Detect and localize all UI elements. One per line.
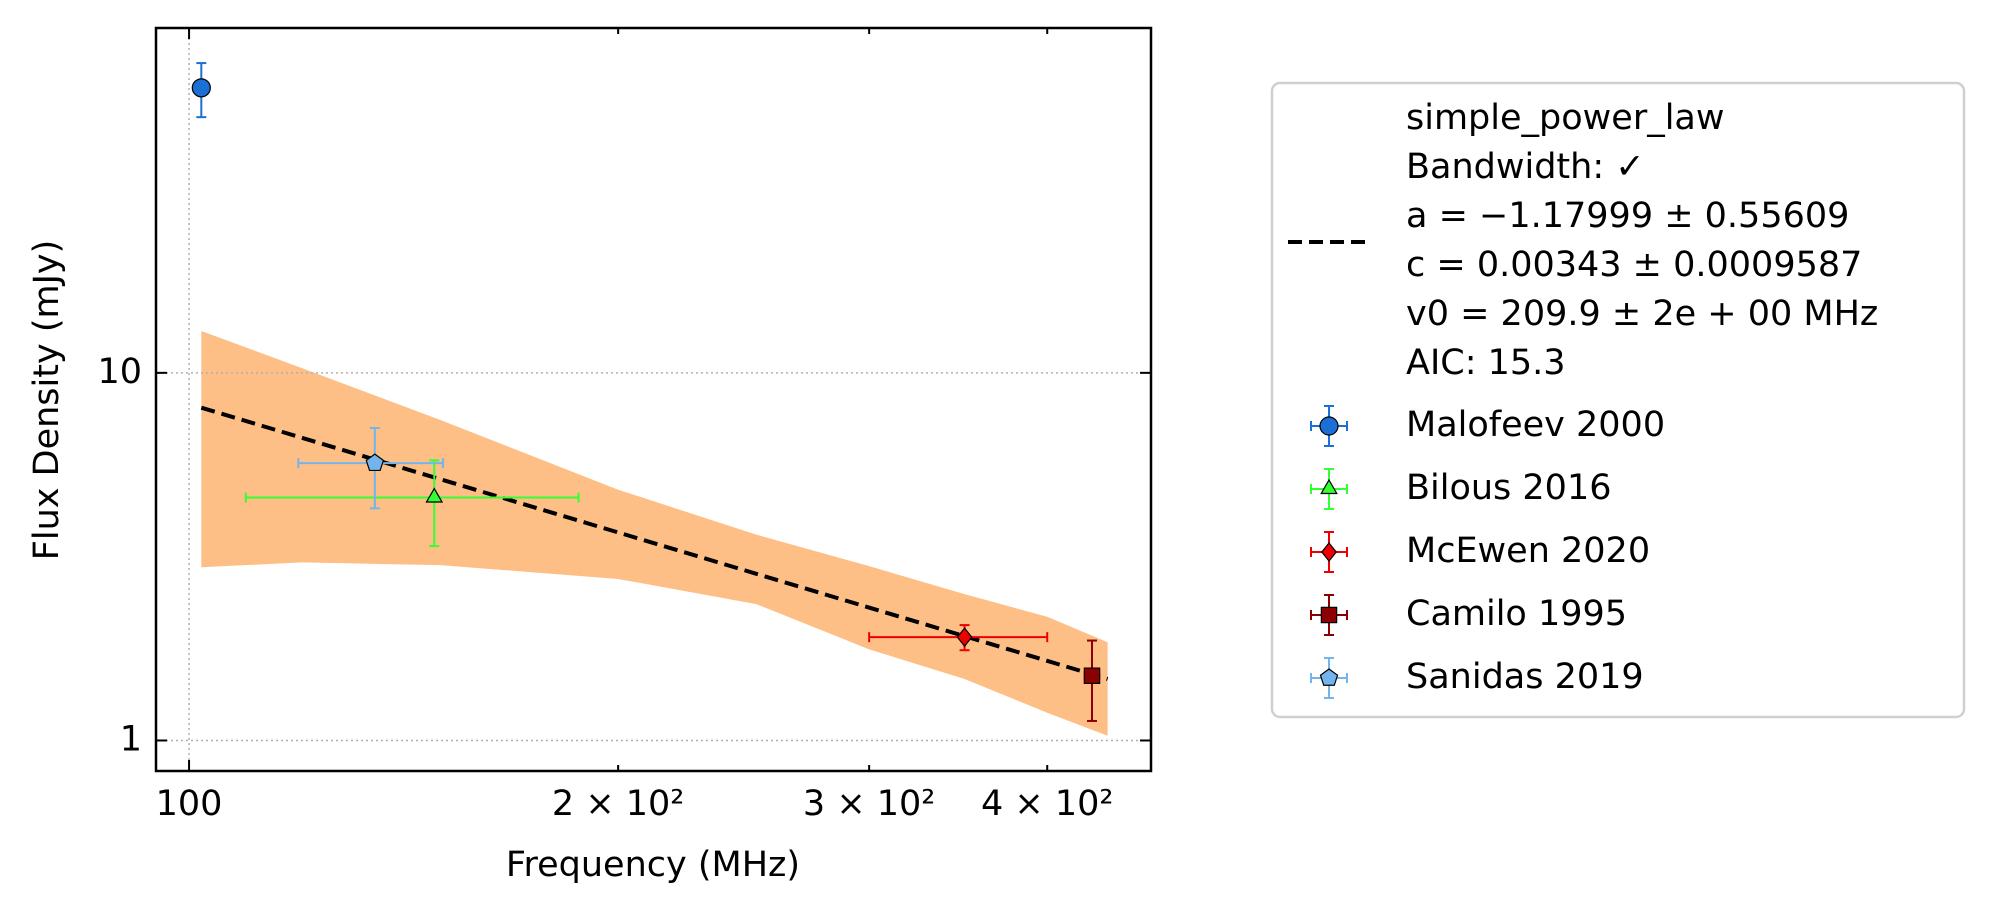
data-point: [425, 487, 444, 503]
x-tick-label: 2 × 10²: [552, 784, 684, 824]
y-tick-label: 1: [120, 719, 142, 759]
data-point: [365, 453, 385, 472]
x-tick-label: 100: [156, 784, 223, 824]
legend-text: McEwen 2020: [1406, 531, 1650, 571]
confidence-band: [201, 330, 1108, 736]
legend-text: Camilo 1995: [1406, 594, 1627, 634]
legend-text: simple_power_law: [1406, 98, 1725, 138]
legend-marker: [1319, 416, 1339, 436]
data-point: [191, 78, 211, 98]
legend-text: AIC: 15.3: [1406, 343, 1566, 383]
legend-marker: [1321, 542, 1337, 562]
data-point: [1083, 667, 1101, 684]
legend-text: Sanidas 2019: [1406, 657, 1644, 697]
legend-text: Malofeev 2000: [1406, 405, 1665, 445]
plot-frame: [154, 26, 1153, 773]
y-tick-label: 10: [97, 352, 142, 392]
data-point: [956, 627, 973, 648]
legend-text: v0 = 209.9 ± 2e + 00 MHz: [1406, 294, 1878, 334]
legend-marker: [1320, 478, 1338, 495]
x-tick-label: 4 × 10²: [981, 784, 1113, 824]
x-axis-label: Frequency (MHz): [506, 845, 800, 885]
fit-line: [200, 405, 1109, 681]
legend-text: Bandwidth: ✓: [1406, 147, 1645, 187]
legend-text: c = 0.00343 ± 0.0009587: [1406, 245, 1862, 285]
legend-text: Bilous 2016: [1406, 468, 1612, 508]
legend-marker: [1320, 606, 1338, 624]
legend-text: a = −1.17999 ± 0.55609: [1406, 196, 1849, 236]
x-tick-label: 3 × 10²: [803, 784, 935, 824]
legend-box: [1270, 81, 1966, 719]
legend-marker: [1319, 668, 1339, 686]
y-axis-label: Flux Density (mJy): [27, 240, 67, 561]
